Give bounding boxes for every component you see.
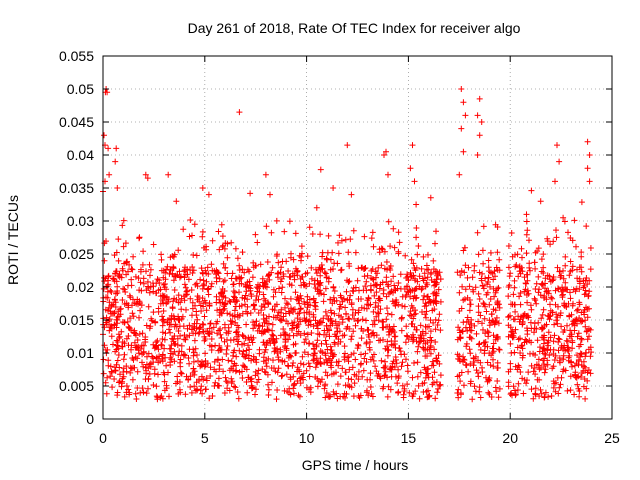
x-tick-label: 20 <box>502 430 518 446</box>
x-tick-label: 15 <box>401 430 417 446</box>
x-tick-label: 0 <box>99 430 107 446</box>
y-tick-label: 0.035 <box>59 180 94 196</box>
scatter-marks <box>100 86 595 403</box>
y-tick-label: 0.02 <box>67 279 94 295</box>
x-tick-label: 25 <box>604 430 620 446</box>
y-tick-label: 0.025 <box>59 246 94 262</box>
y-axis-label: ROTI / TECUs <box>5 195 21 285</box>
y-tick-label: 0.015 <box>59 312 94 328</box>
x-axis-label: GPS time / hours <box>302 457 409 473</box>
y-tick-label: 0 <box>86 411 94 427</box>
x-tick-label: 5 <box>201 430 209 446</box>
y-tick-label: 0.055 <box>59 48 94 64</box>
x-axis: 0 5 10 15 20 25 <box>99 56 620 446</box>
chart-title: Day 261 of 2018, Rate Of TEC Index for r… <box>188 20 521 36</box>
x-tick-label: 10 <box>299 430 315 446</box>
y-tick-label: 0.05 <box>67 81 94 97</box>
y-tick-label: 0.005 <box>59 378 94 394</box>
series-roti <box>100 86 595 403</box>
y-tick-label: 0.045 <box>59 114 94 130</box>
plot-frame <box>102 55 613 420</box>
y-tick-label: 0.01 <box>67 345 94 361</box>
y-tick-label: 0.03 <box>67 213 94 229</box>
y-tick-label: 0.04 <box>67 147 94 163</box>
y-axis: 0 0.005 0.01 0.015 0.02 0.025 0.03 0.035 0.04 0.0… <box>59 48 612 427</box>
